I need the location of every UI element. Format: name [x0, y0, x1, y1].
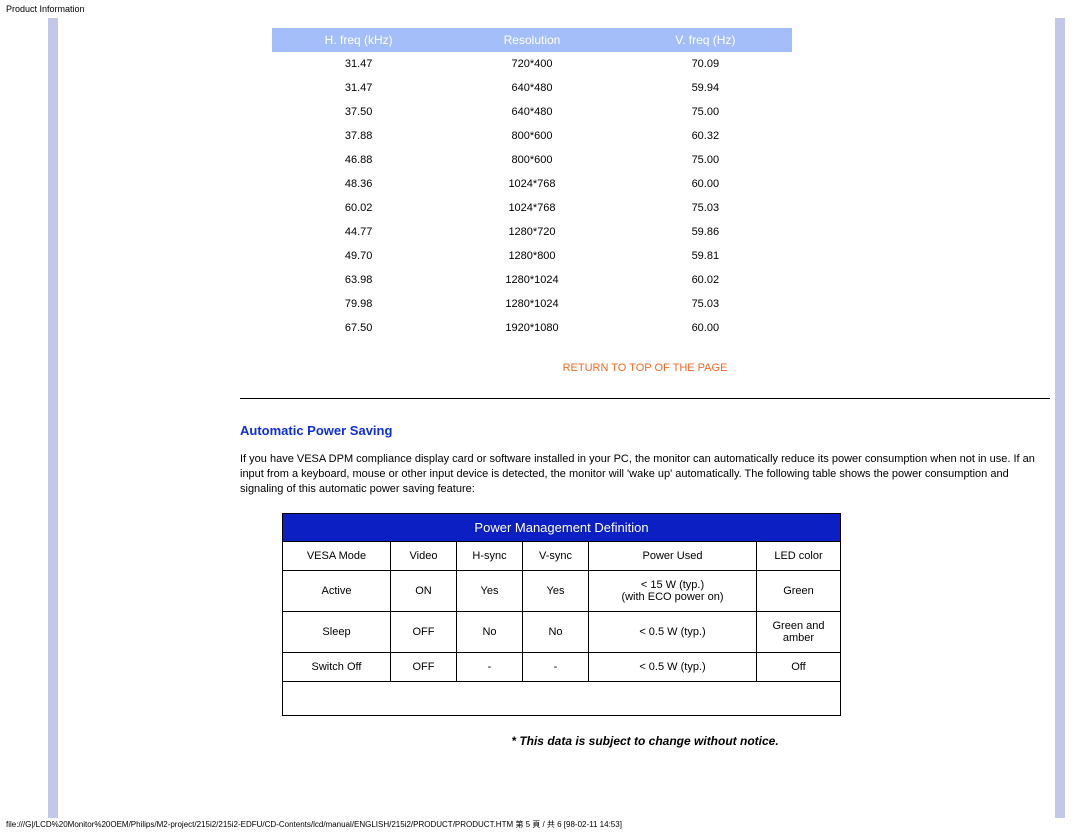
divider	[240, 398, 1050, 399]
pm-col-header: H-sync	[457, 541, 523, 570]
table-row-empty	[283, 681, 841, 715]
power-management-table: Power Management Definition VESA Mode Vi…	[282, 513, 841, 716]
table-row: 49.701280*80059.81	[272, 244, 792, 268]
pm-col-header: LED color	[757, 541, 841, 570]
table-row: Switch Off OFF - - < 0.5 W (typ.) Off	[283, 652, 841, 681]
return-to-top-link[interactable]: RETURN TO TOP OF THE PAGE	[240, 362, 1050, 374]
table-row: 31.47720*40070.09	[272, 52, 792, 76]
left-sidebar-decoration	[48, 18, 58, 818]
table-row: 46.88800*60075.00	[272, 148, 792, 172]
pm-col-header: VESA Mode	[283, 541, 391, 570]
freq-table-header-resolution: Resolution	[445, 28, 618, 52]
disclaimer-text: * This data is subject to change without…	[240, 734, 1050, 748]
table-row: Active ON Yes Yes < 15 W (typ.)(with ECO…	[283, 570, 841, 611]
table-row: Sleep OFF No No < 0.5 W (typ.) Green and…	[283, 611, 841, 652]
pm-col-header: Video	[391, 541, 457, 570]
footer-path: file:///G|/LCD%20Monitor%20OEM/Philips/M…	[6, 819, 622, 830]
table-row: 48.361024*76860.00	[272, 172, 792, 196]
right-sidebar-decoration	[1055, 18, 1065, 818]
pm-table-title: Power Management Definition	[283, 513, 841, 541]
section-heading-power-saving: Automatic Power Saving	[240, 423, 1050, 438]
table-row: 31.47640*48059.94	[272, 76, 792, 100]
table-row: 60.021024*76875.03	[272, 196, 792, 220]
table-row: 37.88800*60060.32	[272, 124, 792, 148]
pm-col-header: Power Used	[589, 541, 757, 570]
table-row: 37.50640*48075.00	[272, 100, 792, 124]
table-row: 79.981280*102475.03	[272, 292, 792, 316]
power-saving-description: If you have VESA DPM compliance display …	[240, 452, 1050, 497]
pm-col-header: V-sync	[523, 541, 589, 570]
table-row: 63.981280*102460.02	[272, 268, 792, 292]
frequency-table: H. freq (kHz) Resolution V. freq (Hz) 31…	[272, 28, 792, 340]
main-content: H. freq (kHz) Resolution V. freq (Hz) 31…	[240, 28, 1050, 748]
table-row: 44.771280*72059.86	[272, 220, 792, 244]
table-row: 67.501920*108060.00	[272, 316, 792, 340]
page-header-title: Product Information	[6, 4, 85, 14]
freq-table-header-vfreq: V. freq (Hz)	[619, 28, 792, 52]
freq-table-header-hfreq: H. freq (kHz)	[272, 28, 445, 52]
